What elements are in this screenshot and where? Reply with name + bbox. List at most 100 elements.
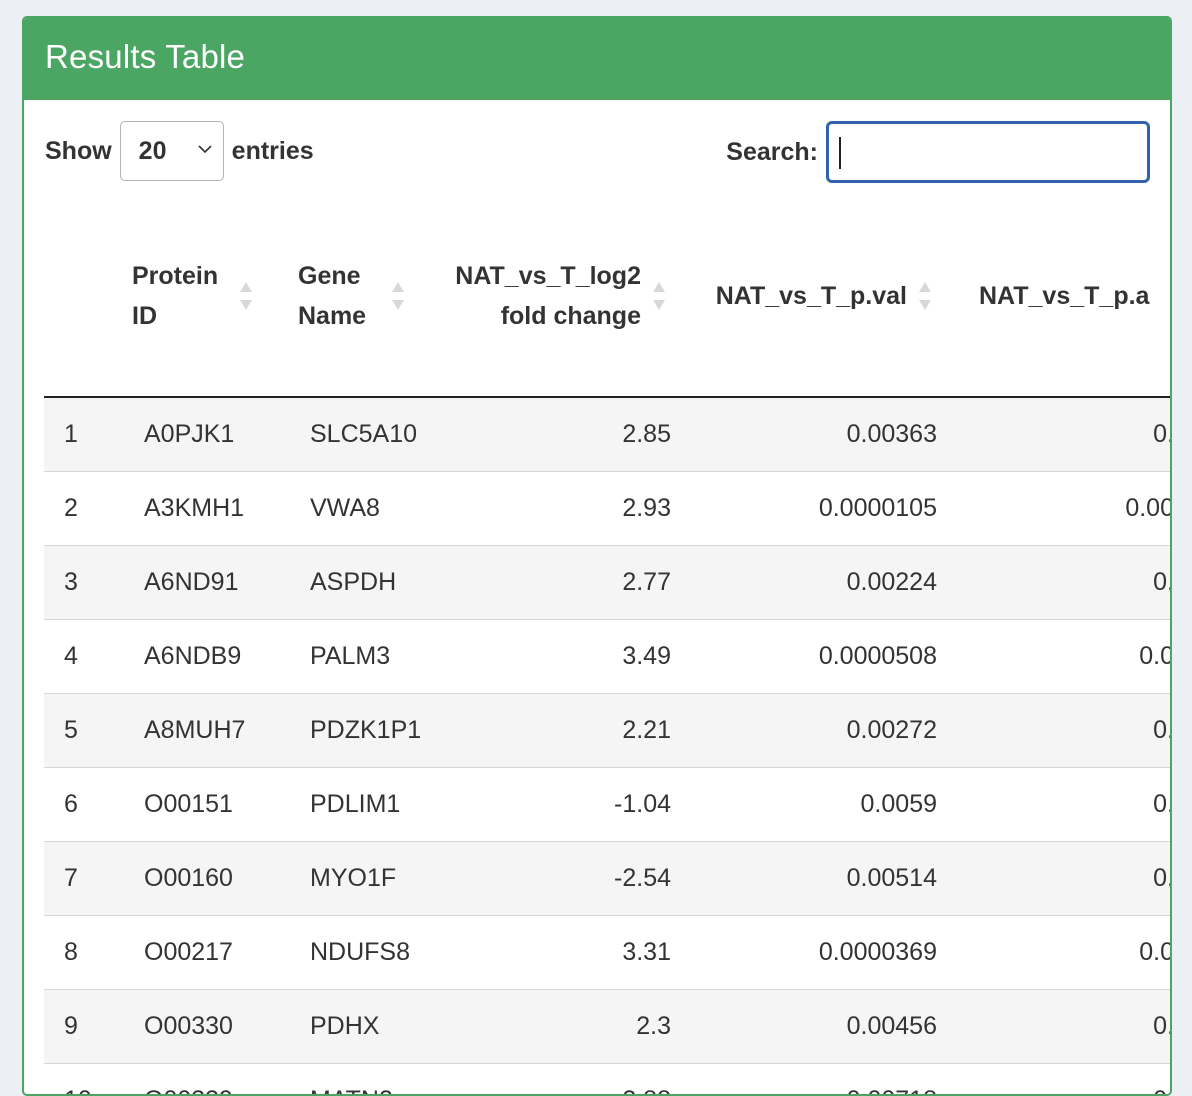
- table-header-row: Protein ID Gene Name: [44, 196, 1172, 397]
- p-adj-cell: 0.: [937, 546, 1172, 620]
- table-row[interactable]: 10O00339MATN22.880.007180.: [44, 1064, 1172, 1096]
- log2-fold-change-cell: 2.93: [444, 472, 671, 546]
- panel-header: Results Table: [24, 18, 1170, 100]
- panel-title: Results Table: [45, 38, 245, 76]
- entries-length-value: 20: [139, 137, 167, 166]
- sort-both-icon: [651, 278, 667, 314]
- row-index-cell: 9: [44, 990, 132, 1064]
- protein-id-cell: A8MUH7: [132, 694, 298, 768]
- gene-name-cell: SLC5A10: [298, 397, 444, 472]
- column-header-log2-fold-change[interactable]: NAT_vs_T_log2 fold change: [444, 196, 671, 397]
- gene-name-cell: PDZK1P1: [298, 694, 444, 768]
- protein-id-cell: O00330: [132, 990, 298, 1064]
- results-panel: Results Table Show 20 entries Search:: [22, 16, 1172, 1096]
- p-adj-cell: 0.: [937, 768, 1172, 842]
- gene-name-cell: NDUFS8: [298, 916, 444, 990]
- p-val-cell: 0.00456: [671, 990, 937, 1064]
- row-index-cell: 2: [44, 472, 132, 546]
- row-index-cell: 1: [44, 397, 132, 472]
- protein-id-cell: A3KMH1: [132, 472, 298, 546]
- protein-id-cell: A6ND91: [132, 546, 298, 620]
- column-header-label: Gene: [298, 256, 366, 296]
- p-adj-cell: 0.: [937, 397, 1172, 472]
- search-control: Search:: [726, 120, 1150, 184]
- log2-fold-change-cell: -2.54: [444, 842, 671, 916]
- p-val-cell: 0.0059: [671, 768, 937, 842]
- p-val-cell: 0.0000369: [671, 916, 937, 990]
- results-table: Protein ID Gene Name: [44, 196, 1172, 1096]
- log2-fold-change-cell: 2.88: [444, 1064, 671, 1096]
- log2-fold-change-cell: 2.77: [444, 546, 671, 620]
- p-adj-cell: 0.0: [937, 620, 1172, 694]
- gene-name-cell: ASPDH: [298, 546, 444, 620]
- protein-id-cell: O00151: [132, 768, 298, 842]
- sort-both-icon: [238, 278, 254, 314]
- protein-id-cell: O00160: [132, 842, 298, 916]
- row-index-cell: 6: [44, 768, 132, 842]
- gene-name-cell: MYO1F: [298, 842, 444, 916]
- p-val-cell: 0.00224: [671, 546, 937, 620]
- sort-both-icon: [917, 278, 933, 314]
- p-adj-cell: 0.0: [937, 916, 1172, 990]
- column-header-label: fold change: [455, 296, 641, 336]
- p-val-cell: 0.00514: [671, 842, 937, 916]
- log2-fold-change-cell: -1.04: [444, 768, 671, 842]
- show-label: Show: [45, 137, 112, 166]
- p-adj-cell: 0.: [937, 842, 1172, 916]
- column-header-label: NAT_vs_T_log2: [455, 256, 641, 296]
- gene-name-cell: PDHX: [298, 990, 444, 1064]
- entries-length-select[interactable]: 20: [120, 121, 224, 181]
- gene-name-cell: VWA8: [298, 472, 444, 546]
- log2-fold-change-cell: 2.21: [444, 694, 671, 768]
- gene-name-cell: PDLIM1: [298, 768, 444, 842]
- column-header-label: Name: [298, 296, 366, 336]
- p-adj-cell: 0.00: [937, 472, 1172, 546]
- column-header-label: Protein: [132, 256, 218, 296]
- column-header-p-val[interactable]: NAT_vs_T_p.val: [671, 196, 937, 397]
- column-header-gene-name[interactable]: Gene Name: [298, 196, 444, 397]
- row-index-cell: 4: [44, 620, 132, 694]
- column-header-protein-id[interactable]: Protein ID: [132, 196, 298, 397]
- p-adj-cell: 0.: [937, 1064, 1172, 1096]
- p-val-cell: 0.0000508: [671, 620, 937, 694]
- search-input[interactable]: [826, 121, 1150, 183]
- p-adj-cell: 0.: [937, 694, 1172, 768]
- p-val-cell: 0.00363: [671, 397, 937, 472]
- column-header-p-adj[interactable]: NAT_vs_T_p.a: [937, 196, 1172, 397]
- row-index-cell: 7: [44, 842, 132, 916]
- row-index-cell: 10: [44, 1064, 132, 1096]
- p-val-cell: 0.00718: [671, 1064, 937, 1096]
- column-header-label: NAT_vs_T_p.a: [979, 276, 1149, 316]
- protein-id-cell: A6NDB9: [132, 620, 298, 694]
- p-val-cell: 0.00272: [671, 694, 937, 768]
- row-index-cell: 3: [44, 546, 132, 620]
- protein-id-cell: O00217: [132, 916, 298, 990]
- chevron-down-icon: [197, 141, 213, 157]
- column-header-label: NAT_vs_T_p.val: [716, 276, 907, 316]
- column-header-index: [44, 196, 132, 397]
- protein-id-cell: O00339: [132, 1064, 298, 1096]
- column-header-label: ID: [132, 296, 218, 336]
- gene-name-cell: MATN2: [298, 1064, 444, 1096]
- entries-length-control: Show 20 entries: [45, 120, 314, 182]
- gene-name-cell: PALM3: [298, 620, 444, 694]
- p-adj-cell: 0.: [937, 990, 1172, 1064]
- p-val-cell: 0.0000105: [671, 472, 937, 546]
- sort-both-icon: [390, 278, 406, 314]
- log2-fold-change-cell: 2.3: [444, 990, 671, 1064]
- text-cursor: [839, 137, 841, 169]
- row-index-cell: 8: [44, 916, 132, 990]
- entries-label: entries: [232, 137, 314, 166]
- row-index-cell: 5: [44, 694, 132, 768]
- log2-fold-change-cell: 2.85: [444, 397, 671, 472]
- log2-fold-change-cell: 3.49: [444, 620, 671, 694]
